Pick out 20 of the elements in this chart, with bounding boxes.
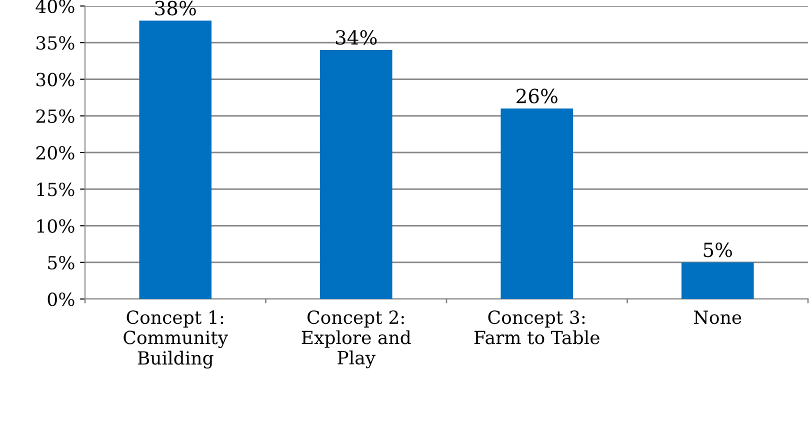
x-tick-label: Concept 2: Explore and Play [302, 310, 411, 368]
y-tick-label: 0% [48, 292, 74, 306]
data-label: 26% [516, 88, 558, 104]
y-tick-label: 25% [36, 109, 74, 123]
data-label: 38% [155, 0, 196, 16]
x-tick-label: Concept 3: Farm to Table [474, 310, 600, 344]
y-tick-label: 35% [36, 36, 74, 50]
x-tick-label: None [694, 310, 742, 324]
data-label: 34% [336, 30, 377, 45]
bar [500, 108, 574, 299]
y-tick-label: 15% [37, 182, 74, 196]
x-tick-label: Concept 1: Community Building [124, 310, 228, 369]
bar [320, 50, 392, 299]
y-tick-label: 30% [36, 72, 74, 86]
bar [139, 20, 212, 299]
data-label: 5% [704, 242, 732, 258]
y-tick-label: 5% [48, 256, 74, 270]
y-tick-label: 20% [36, 146, 74, 160]
bar [681, 262, 754, 299]
y-tick-label: 10% [37, 219, 74, 233]
